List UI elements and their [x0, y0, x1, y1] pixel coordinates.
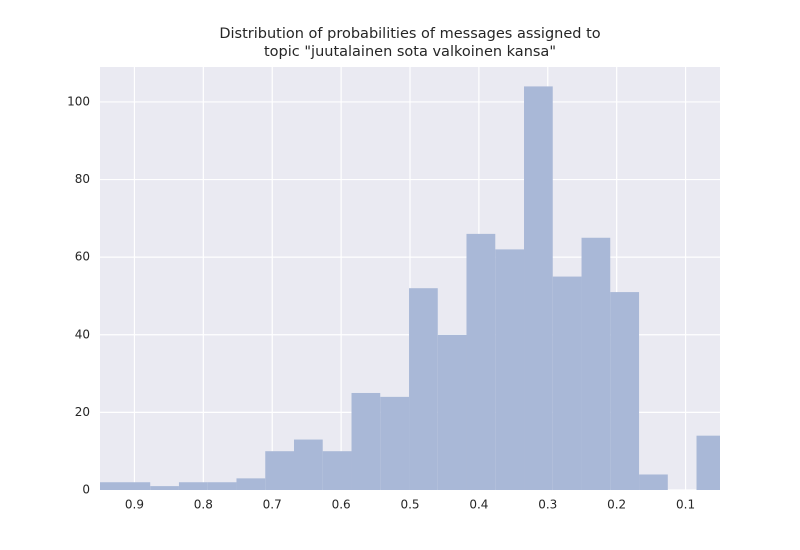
bar	[322, 451, 352, 490]
bar	[178, 482, 208, 490]
chart-title: topic "juutalainen sota valkoinen kansa"	[264, 44, 556, 60]
chart-title: Distribution of probabilities of message…	[219, 26, 600, 42]
y-tick-label: 60	[75, 250, 90, 264]
bar	[409, 288, 438, 490]
bar	[581, 237, 611, 490]
bar	[150, 486, 179, 490]
bar	[639, 474, 668, 490]
bar	[437, 334, 467, 490]
x-tick-label: 0.2	[607, 498, 626, 512]
bar	[293, 439, 323, 490]
x-tick-label: 0.5	[400, 498, 419, 512]
bar	[351, 392, 381, 490]
x-tick-label: 0.1	[676, 498, 695, 512]
bar	[552, 276, 582, 490]
x-tick-label: 0.9	[125, 498, 144, 512]
x-tick-label: 0.3	[538, 498, 557, 512]
bar	[236, 478, 266, 490]
y-tick-label: 0	[82, 483, 90, 497]
bar	[380, 396, 410, 490]
x-tick-label: 0.7	[263, 498, 282, 512]
bar	[265, 451, 294, 490]
x-tick-label: 0.8	[194, 498, 213, 512]
bar	[121, 482, 151, 490]
y-tick-label: 20	[75, 405, 90, 419]
bar	[610, 292, 640, 490]
y-tick-label: 100	[67, 94, 90, 108]
y-tick-label: 80	[75, 172, 90, 186]
bar	[466, 233, 496, 490]
y-tick-label: 40	[75, 327, 90, 341]
bar	[495, 249, 525, 490]
bar	[207, 482, 237, 490]
x-tick-label: 0.6	[332, 498, 351, 512]
bar	[100, 482, 122, 490]
bar	[696, 435, 720, 490]
x-tick-label: 0.4	[469, 498, 488, 512]
bar	[524, 86, 553, 490]
